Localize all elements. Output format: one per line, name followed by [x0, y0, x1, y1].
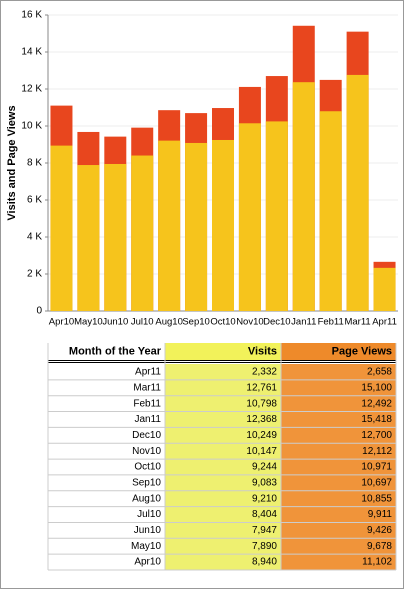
bar — [346, 74, 369, 311]
table-cell: 2,658 — [367, 367, 392, 378]
pageviews-header-bg — [281, 343, 396, 360]
bar — [373, 267, 396, 311]
table-cell: 10,971 — [361, 462, 392, 473]
bar — [292, 82, 315, 311]
table-header: Month of the Year — [69, 345, 162, 357]
table-cell: 10,249 — [246, 430, 277, 441]
table-cell: 9,083 — [252, 477, 277, 488]
bar — [104, 163, 127, 311]
visits-col-bg — [165, 364, 281, 570]
x-tick-label: Aug10 — [155, 317, 182, 328]
pageviews-col-bg — [281, 364, 396, 570]
table-cell: Jan11 — [134, 414, 161, 425]
x-tick-label: Apr10 — [49, 317, 74, 328]
x-tick-label: Jun10 — [102, 317, 128, 328]
bar — [319, 111, 342, 311]
y-axis-title: Visits and Page Views — [6, 105, 18, 220]
table-header-bg — [48, 343, 165, 360]
y-tick-label: 16 K — [21, 10, 42, 21]
table-cell: Dec10 — [132, 430, 161, 441]
table-cell: 15,418 — [361, 414, 392, 425]
y-tick-label: 12 K — [21, 84, 42, 95]
table-cell: Sep10 — [132, 477, 161, 488]
table-header: Page Views — [332, 345, 392, 357]
table-cell: 15,100 — [361, 382, 392, 393]
bar — [158, 140, 181, 311]
bar — [50, 145, 73, 311]
table-cell: 12,492 — [361, 398, 392, 409]
x-tick-label: Nov10 — [236, 317, 263, 328]
table-cell: Apr11 — [135, 367, 161, 378]
visits-header-bg — [165, 343, 281, 360]
table-cell: 9,210 — [252, 493, 277, 504]
table-cell: 11,102 — [362, 557, 392, 568]
bar — [131, 155, 154, 311]
table-cell: 9,426 — [367, 525, 392, 536]
table-cell: Mar11 — [133, 382, 161, 393]
table-cell: 10,697 — [361, 477, 392, 488]
table-cell: Feb11 — [133, 398, 161, 409]
x-tick-label: Apr11 — [372, 317, 397, 328]
table-cell: Nov10 — [132, 446, 161, 457]
table-cell: 10,855 — [361, 493, 392, 504]
bar — [77, 165, 100, 311]
table-cell: 2,332 — [252, 367, 277, 378]
x-tick-label: Mar11 — [344, 317, 370, 328]
table-header: Visits — [248, 345, 277, 357]
table-cell: Apr10 — [134, 557, 161, 568]
y-tick-label: 2 K — [27, 269, 42, 280]
x-tick-label: May10 — [74, 317, 103, 328]
y-tick-label: 4 K — [27, 232, 42, 243]
table-cell: 8,404 — [252, 509, 277, 520]
table-cell: 12,368 — [246, 414, 277, 425]
y-tick-label: 10 K — [21, 121, 42, 132]
table-cell: 7,947 — [252, 525, 277, 536]
bar — [212, 139, 234, 311]
x-tick-label: Oct10 — [210, 317, 235, 328]
table-cell: 9,911 — [368, 509, 393, 520]
y-tick-label: 14 K — [21, 47, 42, 58]
table-cell: 12,761 — [246, 382, 277, 393]
table-cell: Jul10 — [137, 509, 161, 520]
x-tick-label: Feb11 — [318, 317, 344, 328]
table-cell: 9,678 — [367, 541, 392, 552]
bar — [185, 142, 208, 311]
table-cell: 8,940 — [252, 557, 277, 568]
bar — [265, 121, 288, 312]
table-cell: May10 — [131, 541, 161, 552]
x-tick-label: Sep10 — [182, 317, 209, 328]
table-cell: Aug10 — [132, 493, 161, 504]
bar — [238, 123, 261, 311]
table-cell: 10,147 — [246, 446, 277, 457]
y-tick-label: 0 — [36, 306, 42, 317]
table-cell: 12,112 — [362, 446, 392, 457]
x-tick-label: Jan11 — [291, 317, 316, 328]
x-tick-label: Jul10 — [131, 317, 154, 328]
x-tick-label: Dec10 — [263, 317, 290, 328]
table-cell: 9,244 — [252, 462, 277, 473]
table-cell: 10,798 — [246, 398, 277, 409]
table-cell: 12,700 — [361, 430, 392, 441]
y-tick-label: 6 K — [27, 195, 42, 206]
table-cell: 7,890 — [252, 541, 277, 552]
y-tick-label: 8 K — [27, 158, 42, 169]
table-cell: Oct10 — [134, 462, 161, 473]
table-cell: Jun10 — [134, 525, 162, 536]
